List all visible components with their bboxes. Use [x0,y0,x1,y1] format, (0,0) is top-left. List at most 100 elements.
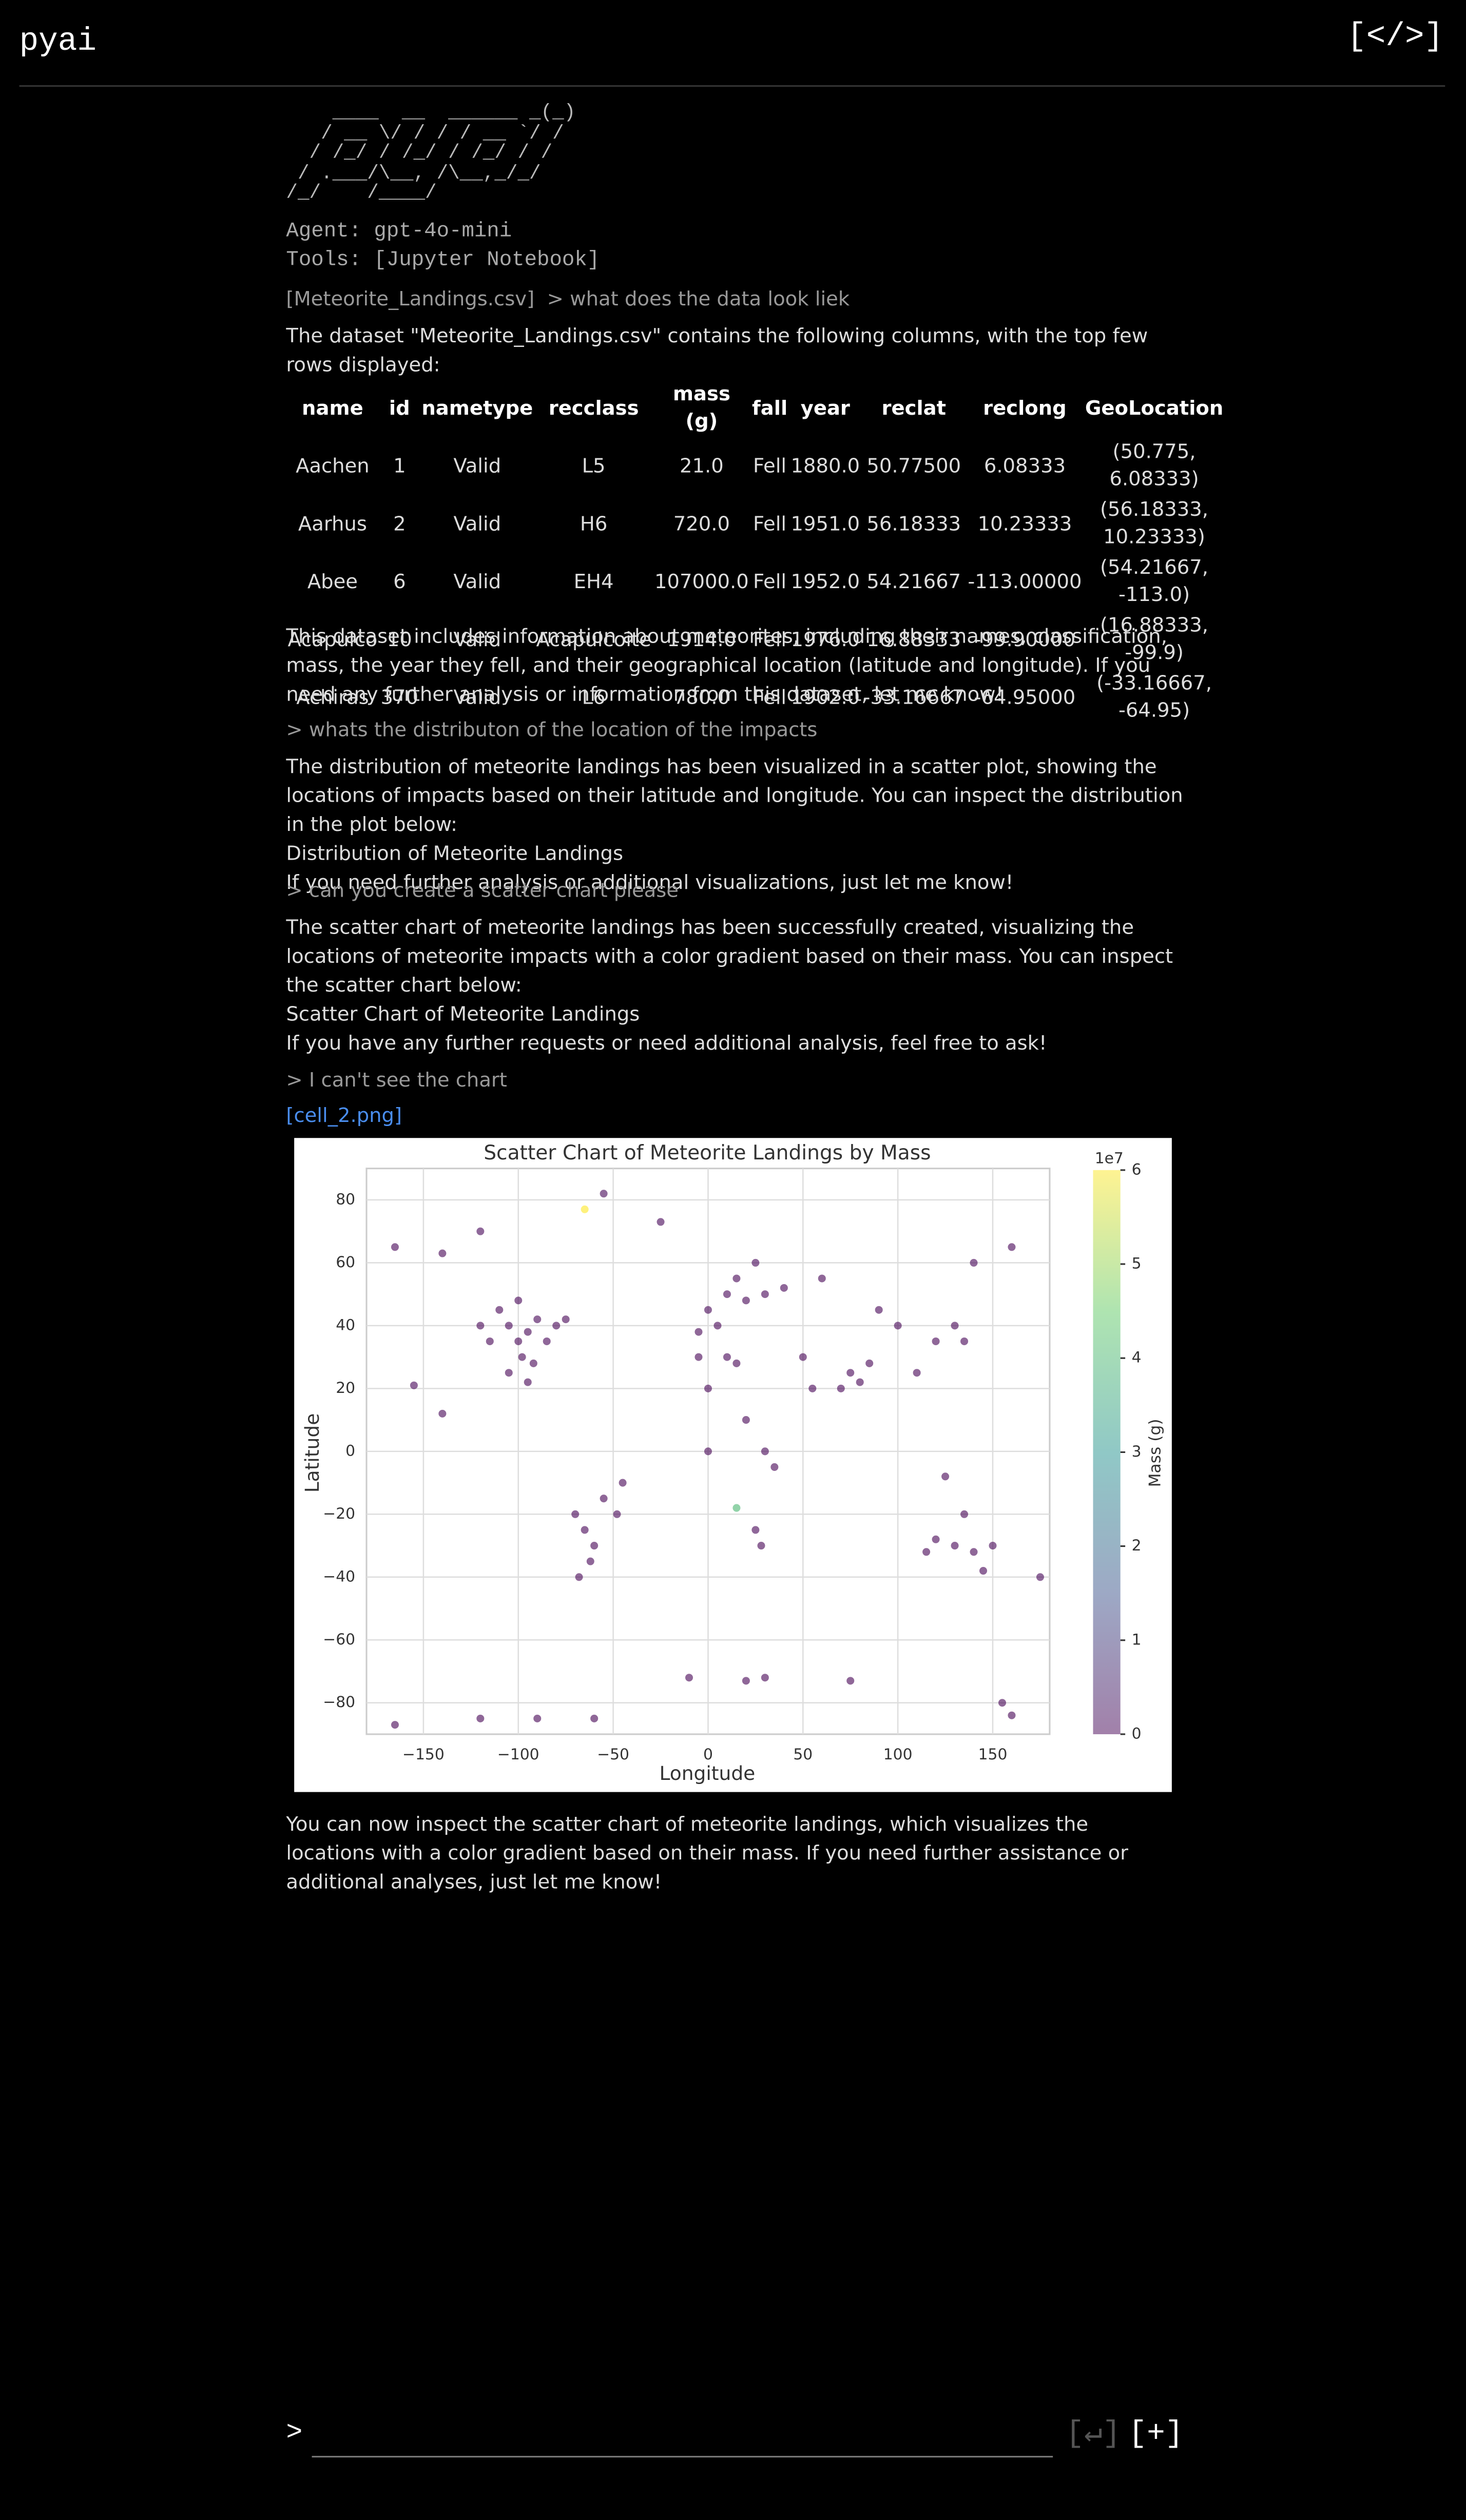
scatter-point [581,1526,589,1534]
table-cell: 16.88333 [866,627,961,650]
scatter-point [476,1322,485,1330]
table-cell: 1902.0 [790,685,860,708]
scatter-point [619,1479,627,1487]
scatter-point [894,1322,902,1330]
scatter-point [410,1381,418,1389]
user-prompt: [Meteorite_Landings.csv] > what does the… [286,284,1186,313]
image-link[interactable]: [cell_2.png] [286,1104,402,1127]
table-cell: Abee [307,570,358,592]
scatter-point [495,1306,504,1314]
table-row: Aarhus 2 Valid H6 720.0 Fell 1951.0 56.18333 10.… [286,495,1225,553]
chart: −150 −100 −50 0 50 100 150−80−60−40−2002040608… [294,1138,1172,1792]
scatter-point [533,1714,542,1722]
submit-button[interactable]: [↵] [1066,2415,1121,2451]
scatter-point [742,1296,750,1305]
scatter-point [1008,1243,1016,1251]
table-row: Acapulco 10 Valid Acapulcoite 1914.0 Fell 1976… [286,611,1225,669]
attachment: [Meteorite_Landings.csv] [286,287,535,311]
scatter-point [505,1369,513,1377]
table-cell: Aachen [296,454,370,477]
scatter-point [951,1542,959,1550]
table-cell: 1914.0 [667,627,737,650]
colorbar-tick-label: 2 [1132,1537,1142,1555]
response: The dataset "Meteorite_Landings.csv" con… [286,324,1148,376]
response-text: If you need further analysis or addition… [286,871,1014,894]
scatter-point [586,1557,594,1565]
scatter-point [600,1190,608,1198]
x-tick-label: 150 [978,1746,1008,1763]
column-header: mass (g) [672,382,730,433]
table-cell: L6 [582,685,606,708]
chart-title: Scatter Chart of Meteorite Landings by M… [484,1141,931,1165]
code-button[interactable]: [</>] [1347,19,1444,56]
scatter-point [932,1535,940,1543]
ascii-logo: ____ __ ______ _(_) / __ \/ / / / __ `/ … [286,101,576,204]
scatter-point [505,1322,513,1330]
input-prompt: > [286,2419,303,2450]
table-row: Achiras 370 Valid L6 780.0 Fell 1902.0 -33.1666… [286,669,1225,727]
table-cell: Fell [753,454,787,477]
scatter-point [657,1218,665,1226]
y-axis-label: Latitude [301,1413,323,1493]
table-cell: H6 [580,512,608,535]
y-tick-label: 20 [336,1379,355,1397]
scatter-point [600,1495,608,1503]
column-header: GeoLocation [1085,396,1224,419]
scatter-point [518,1353,526,1361]
x-tick-label: −100 [497,1746,539,1763]
table-cell: 2 [393,512,406,535]
scatter-point [761,1674,769,1682]
scatter-point [1036,1573,1044,1581]
table-cell: -64.95000 [974,685,1076,708]
table-row: Aachen 1 Valid L5 21.0 Fell 1880.0 50.77500 6.08… [286,437,1225,495]
y-tick-label: 60 [336,1253,355,1271]
column-header: reclong [983,396,1067,419]
scatter-point [695,1353,703,1361]
colorbar-tick-label: 5 [1132,1254,1142,1272]
user-prompt: > I can't see the chart [286,1069,507,1092]
table-cell: Valid [453,454,501,477]
y-tick-label: 0 [345,1442,355,1460]
scatter-point [552,1322,561,1330]
data-table: name id nametype recclass mass (g) fall year re… [286,379,1225,726]
scatter-point [742,1677,750,1685]
response-text: Scatter Chart of Meteorite Landings [286,1003,640,1025]
y-tick-label: −40 [323,1567,355,1585]
scatter-point [438,1409,447,1418]
scatter-point [581,1205,589,1213]
x-tick-label: 0 [703,1746,713,1763]
scatter-point [533,1315,542,1324]
scatter-point [1008,1711,1016,1719]
table-cell: Fell [753,685,787,708]
table-cell: Valid [453,627,501,650]
table-cell: Aarhus [298,512,367,535]
scatter-point [922,1548,931,1556]
table-cell: 1976.0 [790,627,860,650]
table-cell: 21.0 [679,454,724,477]
table-cell: 56.18333 [866,512,961,535]
scatter-point [438,1249,447,1257]
colorbar-label: Mass (g) [1146,1419,1165,1487]
table-cell: 6.08333 [983,454,1066,477]
y-tick-label: 80 [336,1190,355,1208]
agent-info: Agent: gpt-4o-mini [286,218,512,243]
input-field[interactable] [312,2456,1053,2458]
scatter-point [695,1328,703,1336]
scatter-point [514,1337,523,1345]
add-button[interactable]: [+] [1128,2415,1184,2451]
column-header: nametype [421,396,533,419]
table-cell: (16.88333, -99.9) [1100,614,1209,664]
scatter-point [865,1359,874,1367]
scatter-point [476,1227,485,1235]
colorbar-tick-label: 1 [1132,1631,1142,1649]
table-cell: 1951.0 [790,512,860,535]
scatter-point [732,1359,741,1367]
scatter-point [713,1322,722,1330]
scatter-point [941,1472,950,1481]
table-cell: Fell [753,570,787,592]
colorbar-tick-label: 0 [1132,1724,1142,1742]
scatter-point [979,1567,988,1575]
table-cell: Fell [753,627,787,650]
header-divider [19,85,1445,87]
scatter-point [751,1526,760,1534]
